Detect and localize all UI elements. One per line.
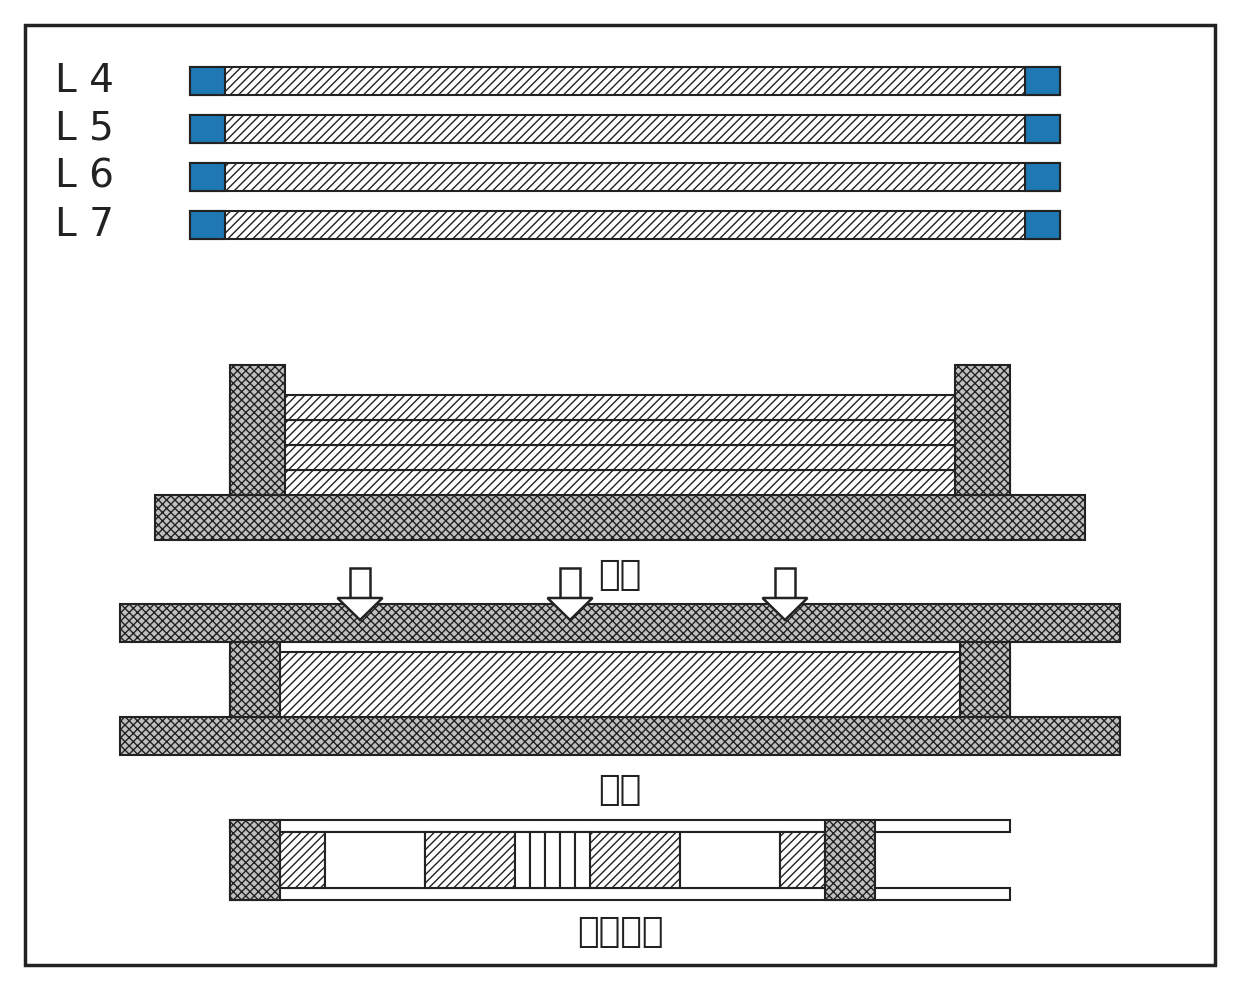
Bar bbox=[190, 163, 1060, 191]
Bar bbox=[229, 652, 1011, 717]
Bar bbox=[120, 604, 1120, 642]
Bar bbox=[229, 395, 1011, 420]
Bar bbox=[575, 832, 590, 888]
Bar bbox=[280, 832, 325, 888]
Bar bbox=[229, 642, 280, 717]
Bar bbox=[775, 568, 795, 598]
Bar bbox=[229, 365, 285, 495]
Bar bbox=[590, 832, 680, 888]
Bar bbox=[229, 470, 1011, 495]
Bar bbox=[190, 67, 224, 95]
Text: L 6: L 6 bbox=[55, 158, 114, 196]
Bar bbox=[229, 820, 1011, 832]
Bar bbox=[529, 832, 546, 888]
Text: 叠层: 叠层 bbox=[599, 558, 641, 592]
Bar bbox=[1025, 211, 1060, 239]
Bar bbox=[190, 115, 224, 143]
Bar bbox=[325, 832, 425, 888]
Text: 数控加工: 数控加工 bbox=[577, 915, 663, 949]
Bar bbox=[825, 820, 875, 900]
Bar bbox=[190, 115, 1060, 143]
Bar bbox=[190, 163, 224, 191]
Bar bbox=[190, 67, 1060, 95]
Bar bbox=[229, 420, 1011, 445]
Text: L 4: L 4 bbox=[55, 62, 114, 100]
Bar bbox=[1025, 115, 1060, 143]
Bar bbox=[190, 163, 224, 191]
Bar bbox=[560, 568, 580, 598]
Bar bbox=[190, 67, 224, 95]
Bar bbox=[120, 717, 1120, 755]
Text: 层压: 层压 bbox=[599, 773, 641, 807]
Bar bbox=[1025, 67, 1060, 95]
Bar bbox=[229, 888, 1011, 900]
Bar bbox=[190, 211, 1060, 239]
Bar bbox=[1025, 115, 1060, 143]
Bar bbox=[350, 568, 370, 598]
Bar bbox=[155, 495, 1085, 540]
Text: L 5: L 5 bbox=[55, 110, 114, 148]
Bar bbox=[190, 211, 224, 239]
Text: L 7: L 7 bbox=[55, 206, 114, 244]
Bar bbox=[680, 832, 780, 888]
Bar bbox=[1025, 67, 1060, 95]
Polygon shape bbox=[337, 598, 382, 620]
Polygon shape bbox=[548, 598, 593, 620]
Bar bbox=[960, 642, 1011, 717]
Bar bbox=[1025, 163, 1060, 191]
Bar bbox=[229, 820, 280, 900]
Bar bbox=[229, 445, 1011, 470]
Bar bbox=[190, 115, 224, 143]
Bar bbox=[1025, 211, 1060, 239]
Bar bbox=[780, 832, 825, 888]
Bar bbox=[560, 832, 575, 888]
Bar bbox=[955, 365, 1011, 495]
Bar bbox=[546, 832, 560, 888]
Polygon shape bbox=[763, 598, 807, 620]
Bar bbox=[1025, 163, 1060, 191]
Bar bbox=[190, 211, 224, 239]
Bar bbox=[425, 832, 515, 888]
Bar bbox=[515, 832, 529, 888]
